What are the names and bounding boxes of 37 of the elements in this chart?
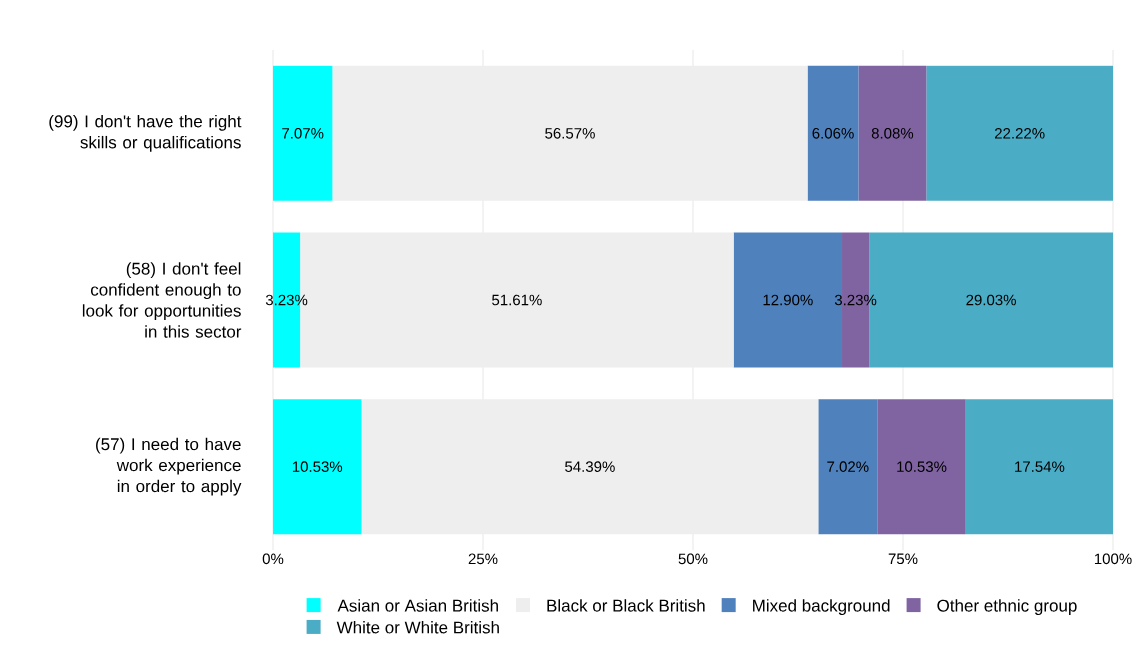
data-label: 54.39% [565,461,615,472]
data-label: 7.07% [282,128,324,139]
data-label: 10.53% [897,461,947,472]
data-label: 3.23% [834,294,877,306]
bar [807,65,859,201]
x-tick-label: 100% [1094,553,1132,565]
bar [818,399,878,535]
legend-label: Other ethnic group [937,599,1077,616]
bar [858,65,927,201]
bar [877,399,966,535]
y-tick-label: (58) I don't feel confident enough to look for opportunities in this sector [82,262,242,338]
data-label: 29.03% [966,294,1016,306]
bar [273,65,333,201]
bar [926,65,1113,201]
data-label: 56.57% [545,128,595,139]
bar [965,399,1113,535]
data-label: 7.02% [827,461,869,472]
data-label: 51.61% [492,294,542,306]
data-label: 6.06% [812,128,854,139]
bar [273,399,362,535]
x-tick-label: 50% [678,553,708,565]
data-label: 17.54% [1015,461,1065,472]
legend-label: White or White British [336,621,499,634]
x-tick-label: 75% [888,553,918,565]
data-label: 8.08% [871,128,914,139]
legend-label: Mixed background [753,599,890,616]
legend-label: Black or Black British [547,599,705,612]
legend-label: Asian or Asian British [337,599,498,612]
data-label: 22.22% [995,128,1045,139]
x-tick-label: 25% [468,553,498,565]
y-tick-label: (57) I need to have work experience in order to apply [96,437,242,496]
bar [332,65,808,201]
data-label: 12.90% [763,294,813,306]
bar [361,399,819,535]
x-tick-label: 0% [262,553,284,565]
data-label: 10.53% [292,461,343,472]
y-tick-label: (99) I don't have the right skills or qualifications [49,114,242,152]
